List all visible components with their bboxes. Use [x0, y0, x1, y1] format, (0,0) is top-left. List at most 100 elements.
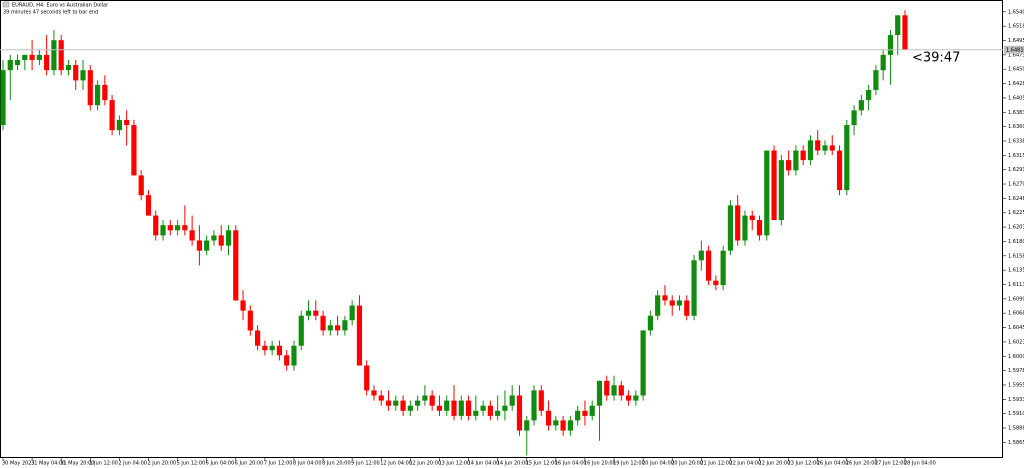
- candle-body: [262, 345, 268, 351]
- candle-body: [698, 250, 704, 261]
- candle-body: [80, 70, 86, 81]
- x-tick-label: 23 Jun 12:00: [788, 461, 820, 467]
- candle-body: [596, 380, 603, 406]
- candle-body: [822, 145, 828, 151]
- x-tick-label: 22 Jun 20:00: [759, 461, 791, 467]
- candle-body: [633, 395, 639, 401]
- x-tick-label: 31 May 04:00: [31, 461, 65, 467]
- y-tick-label: 1.64505: [1008, 67, 1024, 73]
- candle-body: [815, 140, 821, 151]
- y-tick-label: 1.61580: [1008, 253, 1024, 259]
- y-tick-label: 1.61805: [1008, 239, 1024, 245]
- x-tick-label: 20 Jun 20:00: [671, 461, 703, 467]
- y-tick-label: 1.62255: [1008, 210, 1024, 216]
- candle-body: [836, 150, 843, 191]
- x-tick-label: 2 Jun 04:00: [118, 461, 147, 467]
- x-tick-label: 12 Jun 20:00: [409, 461, 441, 467]
- candle-body: [211, 235, 217, 241]
- y-tick-label: 1.62705: [1008, 182, 1024, 188]
- x-tick-label: 13 Jun 12:00: [438, 461, 470, 467]
- x-tick-label: 15 Jun 12:00: [526, 461, 558, 467]
- candle-body: [298, 315, 304, 346]
- x-tick-label: 14 Jun 20:00: [497, 461, 529, 467]
- y-tick-label: 1.62030: [1008, 225, 1024, 231]
- candle-body: [793, 150, 799, 171]
- y-tick-label: 1.59330: [1008, 397, 1024, 403]
- candle-body: [866, 89, 872, 101]
- candle-body: [713, 280, 719, 286]
- candle-body: [676, 300, 683, 306]
- candle-body: [305, 310, 312, 316]
- candle-body: [669, 300, 675, 306]
- candle-body: [756, 220, 763, 236]
- candle-body: [786, 160, 792, 171]
- y-tick-label: 1.63380: [1008, 138, 1024, 144]
- candle-body: [895, 15, 901, 36]
- candle-body: [553, 420, 559, 426]
- candle-body: [684, 300, 690, 316]
- y-tick-label: 1.59780: [1008, 368, 1024, 374]
- candle-body: [131, 125, 137, 176]
- candle-body: [829, 145, 835, 151]
- y-tick-label: 1.58655: [1008, 440, 1024, 446]
- candle-body: [378, 395, 384, 401]
- candle-body: [349, 305, 355, 321]
- candle-body: [313, 310, 319, 316]
- x-tick-label: 30 May 2023: [2, 461, 35, 467]
- y-tick-label: 1.59105: [1008, 411, 1024, 417]
- candle-body: [371, 390, 377, 396]
- candle-body: [7, 59, 13, 71]
- candle-body: [0, 70, 6, 126]
- candle-body: [771, 150, 777, 221]
- candle-body: [705, 250, 712, 281]
- candle-body: [204, 240, 210, 251]
- candle-body: [480, 405, 486, 411]
- y-tick-label: 1.63605: [1008, 124, 1024, 130]
- chart-title: EURAUD, H4: Euro vs Australian Dollar: [12, 3, 109, 9]
- x-tick-label: 9 Jun 12:00: [351, 461, 380, 467]
- candle-body: [145, 195, 152, 216]
- candle-body: [611, 385, 617, 396]
- x-tick-label: 26 Jun 04:00: [817, 461, 849, 467]
- candle-body: [364, 365, 370, 391]
- candle-body: [102, 84, 108, 101]
- y-tick-label: 1.65405: [1008, 9, 1024, 15]
- candle-body: [276, 345, 283, 356]
- candle-body: [335, 325, 341, 331]
- candle-body: [560, 420, 566, 431]
- candle-body: [415, 400, 421, 406]
- candle-body: [778, 160, 784, 221]
- candle-body: [116, 119, 122, 131]
- candle-body: [58, 40, 64, 71]
- candle-body: [647, 315, 654, 331]
- y-tick-label: 1.64055: [1008, 95, 1024, 101]
- candle-body: [174, 225, 181, 231]
- candle-body: [36, 54, 42, 60]
- plot-frame: [0, 0, 1003, 458]
- candle-body: [109, 100, 115, 131]
- x-tick-label: 26 Jun 20:00: [846, 461, 878, 467]
- candle-body: [844, 125, 850, 191]
- candle-body: [400, 400, 406, 411]
- countdown: <39:47: [912, 51, 960, 66]
- candle-body: [218, 235, 224, 246]
- candle-body: [749, 215, 755, 221]
- y-tick-label: 1.64955: [1008, 38, 1024, 44]
- symbol-icon: [2, 1, 10, 8]
- candle-body: [735, 205, 741, 241]
- y-tick-label: 1.60005: [1008, 354, 1024, 360]
- candle-body: [87, 70, 93, 106]
- candle-body: [451, 400, 457, 416]
- candle-body: [436, 405, 443, 411]
- candle-body: [320, 315, 326, 331]
- x-tick-label: 7 Jun 12:00: [264, 461, 293, 467]
- x-tick-label: 21 Jun 12:00: [700, 461, 732, 467]
- x-tick-label: 2 Jun 20:00: [147, 461, 176, 467]
- candle-body: [247, 310, 253, 331]
- candle-body: [291, 345, 297, 366]
- y-tick-label: 1.63830: [1008, 110, 1024, 116]
- candle-body: [589, 405, 595, 416]
- y-tick-label: 1.63155: [1008, 153, 1024, 159]
- x-tick-label: 20 Jun 04:00: [642, 461, 674, 467]
